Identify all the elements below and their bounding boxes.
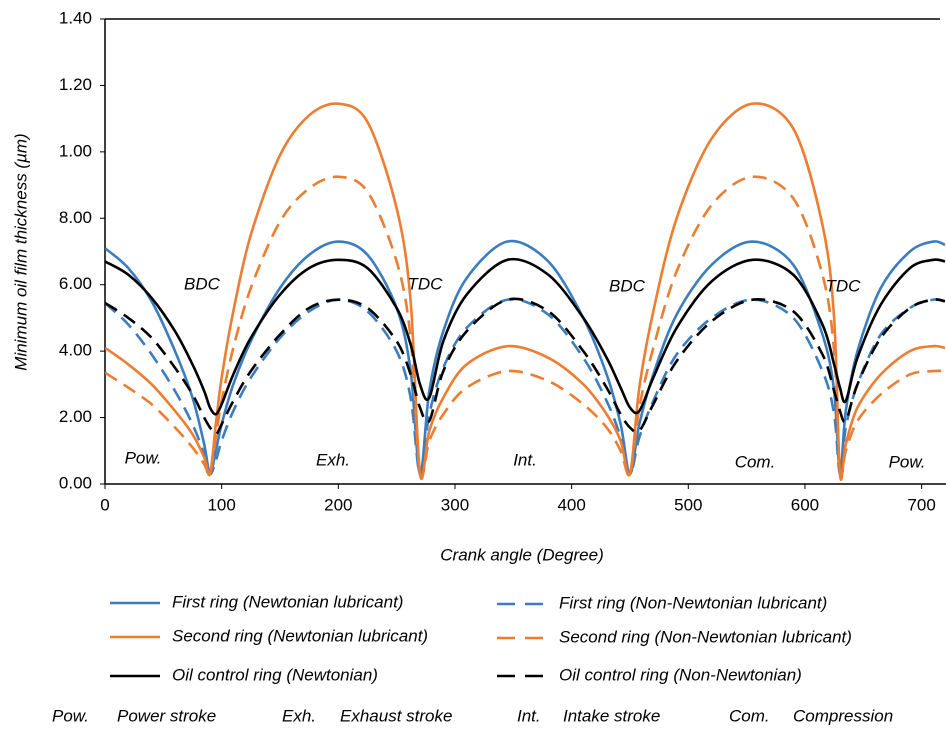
annotation: BDC (609, 276, 646, 295)
x-tick-label: 700 (907, 495, 935, 514)
x-tick-label: 400 (557, 495, 585, 514)
y-tick-label: 1.00 (59, 141, 92, 160)
annotation: Exh. (316, 450, 350, 469)
y-tick-label: 6.00 (59, 274, 92, 293)
abbreviation: Exh. (282, 706, 316, 725)
series-line (105, 102, 946, 481)
y-tick-label: 2.00 (59, 407, 92, 426)
abbreviation: Int. (517, 706, 541, 725)
x-axis-label: Crank angle (Degree) (440, 545, 603, 564)
annotation: TDC (408, 274, 444, 293)
legend-label: Second ring (Newtonian lubricant) (172, 626, 428, 645)
y-tick-label: 1.20 (59, 75, 92, 94)
abbreviation-text: Compression (793, 706, 893, 725)
x-tick-label: 600 (791, 495, 819, 514)
plot-area (105, 102, 946, 481)
annotation: TDC (826, 276, 862, 295)
legend-label: First ring (Newtonian lubricant) (172, 592, 403, 611)
y-tick-label: 1.40 (59, 8, 92, 27)
x-tick-label: 200 (324, 495, 352, 514)
abbreviation-text: Intake stroke (563, 706, 660, 725)
legend-label: Oil control ring (Non-Newtonian) (559, 665, 802, 684)
series-line (105, 257, 946, 416)
y-tick-label: 8.00 (59, 208, 92, 227)
x-tick-label: 300 (441, 495, 469, 514)
legend-label: Second ring (Non-Newtonian lubricant) (559, 627, 852, 646)
legend-label: First ring (Non-Newtonian lubricant) (559, 593, 827, 612)
annotation: Pow. (889, 452, 926, 471)
abbreviation: Com. (729, 706, 770, 725)
x-tick-label: 500 (674, 495, 702, 514)
y-axis-label: Minimum oil film thickness (µm) (11, 133, 30, 370)
y-tick-label: 4.00 (59, 341, 92, 360)
annotation: Com. (735, 452, 776, 471)
abbreviation-text: Power stroke (117, 706, 216, 725)
annotation: Int. (513, 450, 537, 469)
series-line (105, 297, 946, 436)
annotation: Pow. (125, 448, 162, 467)
abbreviation: Pow. (52, 706, 89, 725)
x-tick-label: 0 (100, 495, 109, 514)
annotation: BDC (184, 274, 221, 293)
legend-label: Oil control ring (Newtonian) (172, 665, 378, 684)
abbreviation-text: Exhaust stroke (340, 706, 452, 725)
y-tick-label: 0.00 (59, 473, 92, 492)
x-tick-label: 100 (207, 495, 235, 514)
